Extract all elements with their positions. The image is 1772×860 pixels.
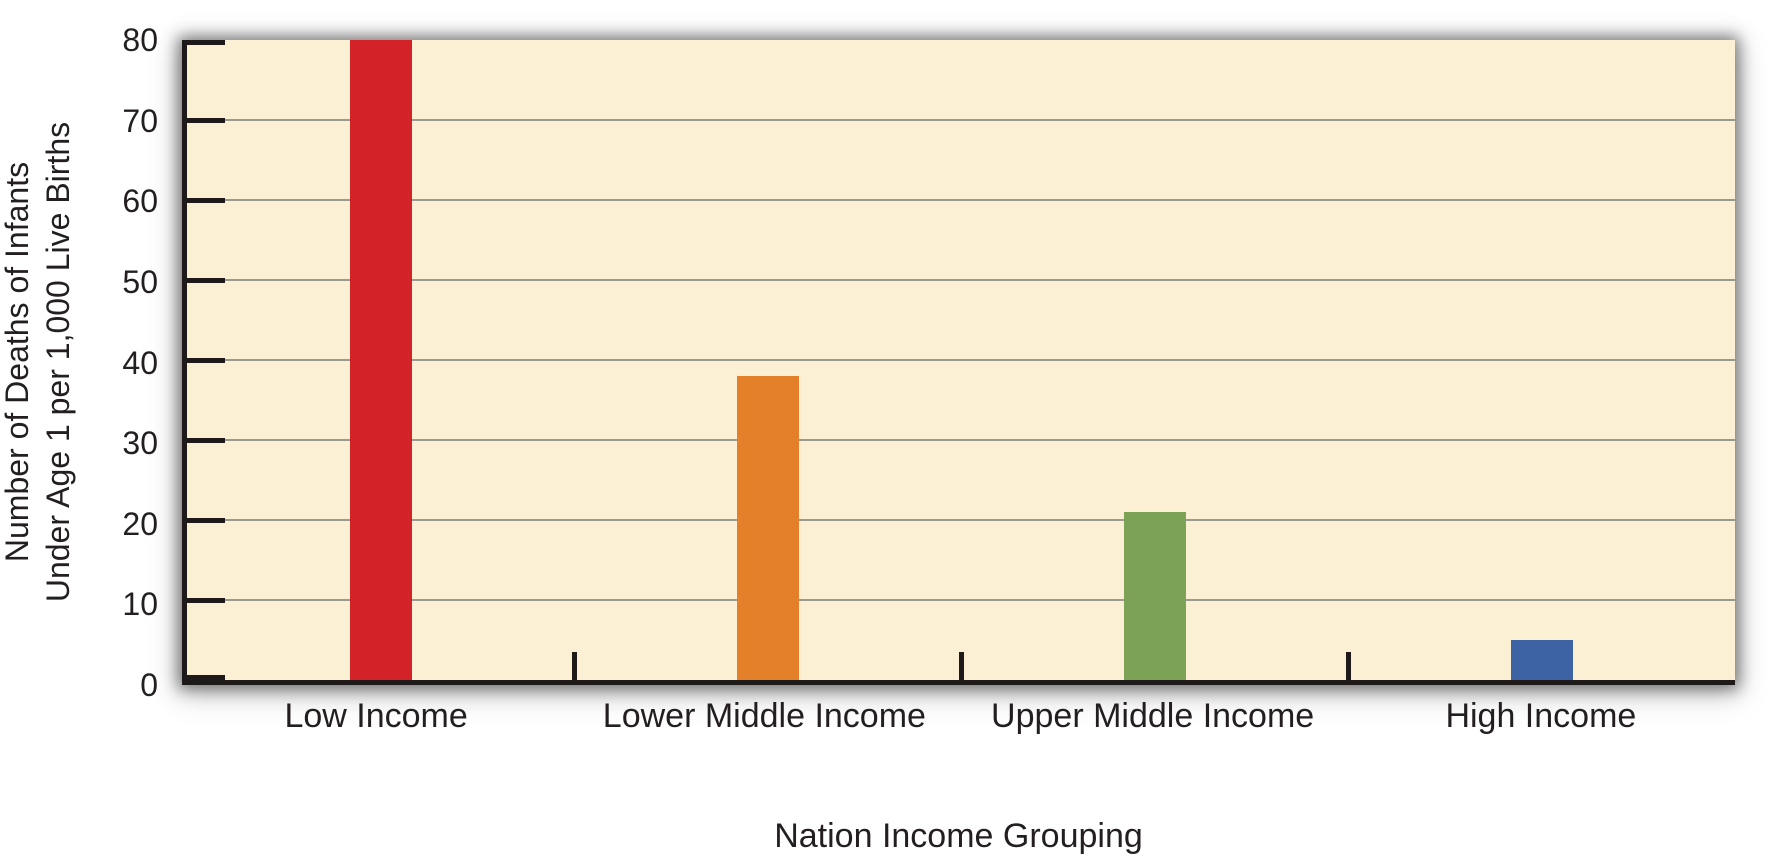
y-tick-label-10: 10 (122, 586, 158, 622)
gridline-20 (187, 519, 1735, 521)
category-label-lower-middle-income: Lower Middle Income (602, 697, 926, 735)
x-tick-boundary-3 (1346, 652, 1351, 680)
category-label-high-income: High Income (1445, 697, 1637, 735)
y-tick-label-50: 50 (122, 264, 158, 300)
y-tick-label-40: 40 (122, 345, 158, 381)
y-tick-50 (187, 278, 225, 283)
y-tick-70 (187, 118, 225, 123)
gridline-50 (187, 279, 1735, 281)
y-tick-30 (187, 438, 225, 443)
y-tick-label-70: 70 (122, 103, 158, 139)
x-axis-category-labels: Low Income Lower Middle Income Upper Middl… (182, 696, 1735, 746)
category-label-upper-middle-income: Upper Middle Income (991, 697, 1315, 735)
y-tick-10 (187, 598, 225, 603)
x-tick-boundary-1 (572, 652, 577, 680)
y-tick-label-0: 0 (140, 667, 158, 703)
y-tick-label-20: 20 (122, 506, 158, 542)
y-tick-label-60: 60 (122, 183, 158, 219)
y-tick-40 (187, 358, 225, 363)
y-tick-60 (187, 198, 225, 203)
y-tick-label-30: 30 (122, 425, 158, 461)
plot-area (182, 40, 1735, 685)
gridline-10 (187, 599, 1735, 601)
bar-upper-middle-income (1123, 512, 1186, 680)
gridline-70 (187, 119, 1735, 121)
bar-lower-middle-income (736, 376, 799, 680)
bar-high-income (1510, 640, 1573, 680)
x-axis-title: Nation Income Grouping (774, 817, 1143, 855)
category-label-low-income: Low Income (284, 697, 468, 735)
y-tick-80 (187, 40, 225, 45)
bar-low-income (349, 40, 412, 680)
gridline-40 (187, 359, 1735, 361)
y-tick-label-80: 80 (122, 22, 158, 58)
gridline-30 (187, 439, 1735, 441)
x-tick-boundary-2 (959, 652, 964, 680)
y-tick-20 (187, 518, 225, 523)
y-tick-0 (187, 675, 225, 680)
y-axis-tick-labels: 0 10 20 30 40 50 60 70 80 (0, 23, 158, 702)
gridline-60 (187, 199, 1735, 201)
